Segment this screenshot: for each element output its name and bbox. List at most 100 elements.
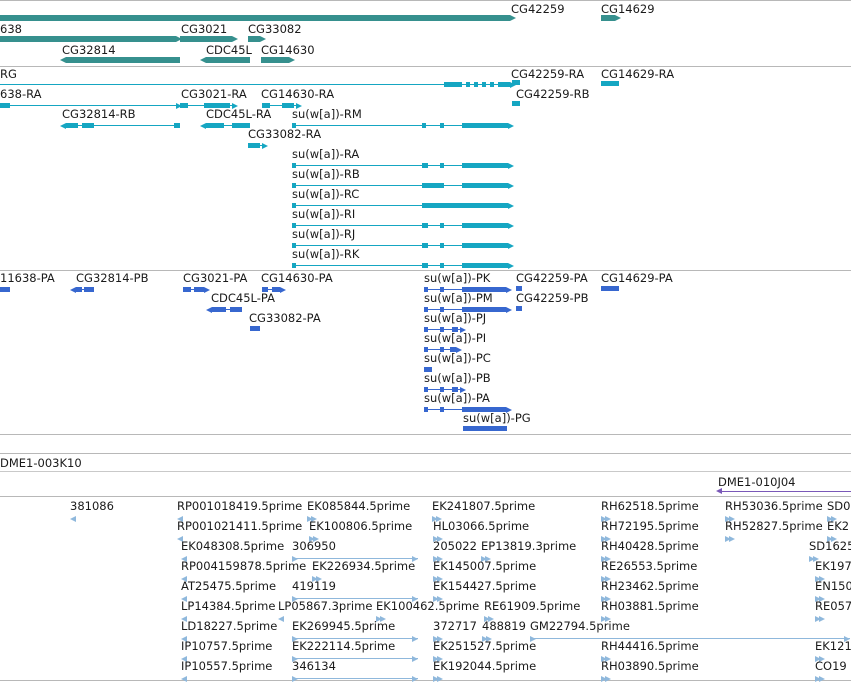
est-label[interactable]: SD0: [827, 499, 851, 513]
transcript-label[interactable]: CDC45L-RA: [206, 107, 272, 121]
transcript-model-exon[interactable]: [262, 103, 270, 108]
est-label[interactable]: SD1625: [809, 539, 851, 553]
gene-label[interactable]: CDC45L: [206, 43, 252, 57]
polypeptide-model-exon[interactable]: [452, 327, 458, 332]
polypeptide-model-exon[interactable]: [424, 387, 428, 392]
transcript-model-exon[interactable]: [422, 163, 428, 168]
polypeptide-label[interactable]: 11638-PA: [0, 271, 55, 285]
gene-bar[interactable]: [0, 36, 176, 42]
transcript-label[interactable]: RG: [0, 67, 17, 81]
polypeptide-model-exon[interactable]: [230, 307, 242, 312]
transcript-model-exon[interactable]: [66, 123, 78, 128]
transcript-label[interactable]: su(w[a])-RK: [292, 247, 360, 261]
transcript-model-exon[interactable]: [466, 82, 470, 87]
est-label[interactable]: EK145007.5prime: [433, 559, 537, 573]
polypeptide-label[interactable]: CG32814-PB: [76, 271, 149, 285]
polypeptide-model-exon[interactable]: [84, 287, 94, 292]
polypeptide-model-exon[interactable]: [424, 327, 428, 332]
est-label[interactable]: EK048308.5prime: [181, 539, 285, 553]
transcript-model-exon[interactable]: [282, 103, 294, 108]
est-label[interactable]: RH72195.5prime: [601, 519, 699, 533]
polypeptide-model-exon[interactable]: [452, 387, 458, 392]
transcript-label[interactable]: su(w[a])-RB: [292, 167, 360, 181]
gene-label[interactable]: CG33082: [248, 22, 302, 36]
transcript-model-exon[interactable]: [206, 123, 224, 128]
polypeptide-label[interactable]: su(w[a])-PJ: [424, 311, 487, 325]
transcript-model-exon[interactable]: [248, 143, 260, 148]
est-label[interactable]: EK100806.5prime: [309, 519, 413, 533]
polypeptide-label[interactable]: su(w[a])-PB: [424, 371, 491, 385]
polypeptide-label[interactable]: CG42259-PA: [516, 271, 588, 285]
transcript-model-exon[interactable]: [462, 123, 508, 128]
gene-bar[interactable]: [180, 36, 232, 42]
est-label[interactable]: 419119: [292, 579, 336, 593]
transcript-model-exon[interactable]: [422, 223, 428, 228]
transcript-label[interactable]: su(w[a])-RM: [292, 107, 362, 121]
gene-label[interactable]: 638: [0, 22, 22, 36]
bac-label[interactable]: DME1-010J04: [718, 475, 796, 489]
polypeptide-model-exon[interactable]: [462, 287, 506, 292]
transcript-model-exon[interactable]: [422, 203, 508, 208]
transcript-model-exon[interactable]: [474, 82, 478, 87]
est-label[interactable]: RH44416.5prime: [601, 639, 699, 653]
transcript-label[interactable]: CG42259-RB: [516, 87, 590, 101]
transcript-model-exon[interactable]: [440, 163, 444, 168]
est-label[interactable]: EN150: [815, 579, 851, 593]
polypeptide-model-exon[interactable]: [440, 327, 444, 332]
polypeptide-model-exon[interactable]: [462, 307, 506, 312]
transcript-model-exon[interactable]: [482, 82, 486, 87]
est-label[interactable]: EK226934.5prime: [312, 559, 416, 573]
polypeptide-model-exon[interactable]: [450, 347, 456, 352]
polypeptide-model-exon[interactable]: [424, 407, 428, 412]
transcript-model-exon[interactable]: [174, 123, 180, 128]
transcript-label[interactable]: su(w[a])-RJ: [292, 227, 356, 241]
transcript-model-exon[interactable]: [462, 163, 508, 168]
est-label[interactable]: RH40428.5prime: [601, 539, 699, 553]
polypeptide-model-exon[interactable]: [440, 347, 444, 352]
est-label[interactable]: IP10757.5prime: [181, 639, 273, 653]
polypeptide-model-exon[interactable]: [440, 407, 444, 412]
transcript-model-exon[interactable]: [82, 123, 94, 128]
gene-label[interactable]: CG14629: [601, 2, 655, 16]
polypeptide-model-exon[interactable]: [424, 347, 428, 352]
transcript-model-exon[interactable]: [292, 123, 296, 128]
polypeptide-label[interactable]: CDC45L-PA: [211, 291, 275, 305]
polypeptide-model-exon[interactable]: [440, 287, 444, 292]
est-label[interactable]: 205022: [433, 539, 477, 553]
transcript-label[interactable]: CG32814-RB: [62, 107, 136, 121]
transcript-model-exon[interactable]: [0, 103, 10, 108]
polypeptide-model-exon[interactable]: [424, 287, 428, 292]
est-label[interactable]: EK222114.5prime: [292, 639, 396, 653]
transcript-model-exon[interactable]: [422, 123, 426, 128]
polypeptide-model-exon[interactable]: [183, 287, 191, 292]
est-label[interactable]: EK251527.5prime: [433, 639, 537, 653]
polypeptide-label[interactable]: su(w[a])-PI: [424, 331, 487, 345]
est-label[interactable]: IP10557.5prime: [181, 659, 273, 673]
est-label[interactable]: 306950: [292, 539, 336, 553]
transcript-model-exon[interactable]: [462, 183, 508, 188]
polypeptide-bar[interactable]: [601, 286, 619, 291]
polypeptide-label[interactable]: su(w[a])-PC: [424, 351, 491, 365]
gene-label[interactable]: CG42259: [511, 2, 565, 16]
est-label[interactable]: EK192044.5prime: [433, 659, 537, 673]
polypeptide-model-exon[interactable]: [462, 407, 506, 412]
gene-bar[interactable]: [0, 15, 510, 21]
transcript-label[interactable]: su(w[a])-RI: [292, 207, 356, 221]
est-label[interactable]: EK100462.5prime: [376, 599, 480, 613]
polypeptide-bar[interactable]: [516, 286, 522, 291]
est-label[interactable]: EK085844.5prime: [307, 499, 411, 513]
transcript-exon[interactable]: [512, 80, 520, 85]
transcript-model-exon[interactable]: [462, 263, 508, 268]
gene-bar[interactable]: [601, 15, 615, 21]
bac-label[interactable]: DME1-003K10: [0, 456, 82, 470]
transcript-model-exon[interactable]: [232, 123, 250, 128]
transcript-model-exon[interactable]: [462, 243, 508, 248]
polypeptide-model-exon[interactable]: [262, 287, 268, 292]
transcript-model-exon[interactable]: [440, 223, 444, 228]
est-label[interactable]: EK269945.5prime: [292, 619, 396, 633]
transcript-model-exon[interactable]: [498, 82, 510, 87]
transcript-model-exon[interactable]: [292, 243, 296, 248]
polypeptide-model-exon[interactable]: [440, 307, 444, 312]
est-label[interactable]: EK2: [827, 519, 850, 533]
